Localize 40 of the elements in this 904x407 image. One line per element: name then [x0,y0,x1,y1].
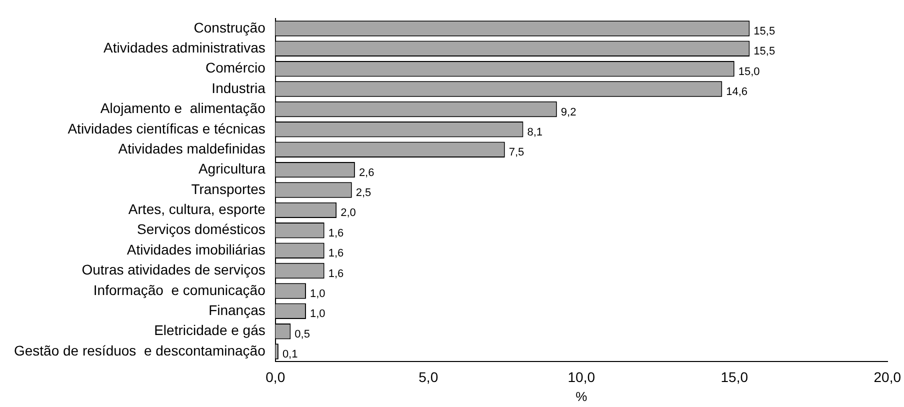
y-tick-label: Eletricidade e gás [154,322,266,338]
data-label: 7,5 [508,146,524,159]
y-tick-label: Atividades imobiliárias [126,241,266,258]
data-label: 1,6 [328,227,344,240]
data-label: 2,0 [340,207,356,220]
y-tick-label: Agricultura [198,160,266,177]
y-tick-label: Informação e comunicação [93,282,266,298]
data-label: 1,0 [310,288,326,300]
data-label: 1,6 [328,268,344,280]
x-tick-label: 10,0 [568,368,596,385]
x-tick-label: 5,0 [418,368,438,385]
y-tick-label: Atividades maldefinidas [118,140,266,156]
data-label: 14,6 [726,86,748,98]
x-tick-label: 20,0 [874,368,902,385]
data-label: 2,6 [358,166,374,179]
data-label: 0,1 [282,348,298,361]
data-label: 0,5 [294,328,310,340]
y-tick-label: Finanças [208,302,266,318]
y-tick-label: Serviços domésticos [136,221,266,238]
y-tick-label: Alojamento e alimentação [100,100,266,116]
x-axis-title: % [576,388,588,404]
data-label: 1,0 [310,308,326,320]
y-tick-label: Atividades científicas e técnicas [68,120,266,136]
data-label: 2,5 [356,187,372,200]
y-tick-label: Transportes [191,180,266,197]
data-label: 15,5 [754,46,776,58]
y-tick-label: Artes, cultura, esporte [128,201,266,218]
data-label: 15,0 [738,66,760,78]
y-tick-label: Industria [212,80,266,96]
y-tick-label: Construção [194,19,266,36]
data-label: 1,6 [328,248,344,260]
y-tick-label: Comércio [205,60,266,76]
data-label: 9,2 [560,106,576,118]
y-tick-label: Gestão de resíduos e descontaminação [14,342,266,358]
x-tick-label: 15,0 [720,368,748,385]
x-tick-label: 0,0 [266,368,286,385]
y-tick-label: Atividades administrativas [104,40,266,56]
data-label: 8,1 [527,126,543,138]
y-tick-label: Outras atividades de serviços [82,262,266,278]
data-label: 15,5 [754,26,776,38]
